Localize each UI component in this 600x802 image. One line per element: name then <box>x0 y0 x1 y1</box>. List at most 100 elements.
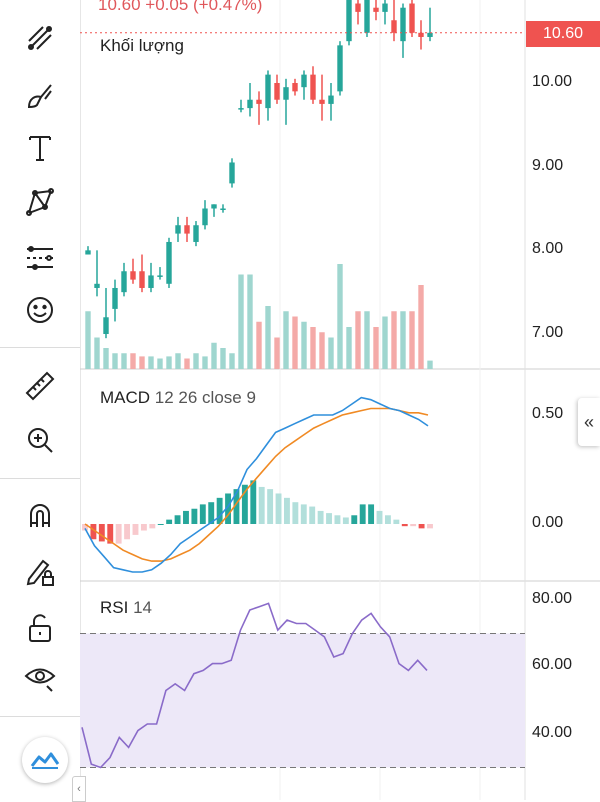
price-axis-label: 9.00 <box>532 157 564 174</box>
macd-histogram-bar <box>342 517 349 524</box>
candle-body <box>409 3 415 33</box>
macd-histogram-bar <box>309 506 316 524</box>
volume-bar <box>319 332 325 369</box>
volume-bar <box>139 356 145 369</box>
chart-canvas[interactable] <box>80 0 600 800</box>
volume-bar <box>382 316 388 369</box>
candle-body <box>364 0 370 33</box>
volume-bar <box>112 353 118 369</box>
rsi-name: RSI <box>100 598 129 617</box>
app-logo-button[interactable] <box>22 737 68 783</box>
candle-body <box>355 3 361 12</box>
macd-histogram-bar <box>191 508 198 524</box>
candle-body <box>373 7 379 12</box>
candle-body <box>238 108 244 110</box>
text-icon[interactable] <box>20 128 60 168</box>
emoji-icon[interactable] <box>20 290 60 330</box>
candle-body <box>256 99 262 104</box>
candle-body <box>274 83 280 100</box>
candle-body <box>139 271 145 288</box>
macd-histogram-bar <box>107 524 114 544</box>
rsi-params: 14 <box>133 598 152 617</box>
macd-legend: MACD 12 26 close 9 <box>100 388 256 408</box>
candle-body <box>85 250 91 255</box>
volume-bar <box>247 274 253 369</box>
candle-body <box>292 83 298 92</box>
macd-histogram-bar <box>149 524 156 529</box>
candle-body <box>427 32 433 37</box>
macd-axis-label: 0.50 <box>532 405 564 422</box>
ruler-icon[interactable] <box>20 366 60 406</box>
volume-bar <box>211 342 217 369</box>
macd-histogram-bar <box>292 502 299 524</box>
macd-line <box>84 396 429 573</box>
volume-bar <box>301 321 307 369</box>
rsi-legend: RSI 14 <box>100 598 152 618</box>
macd-histogram-bar <box>140 524 147 531</box>
chart-area[interactable]: 10.60 +0.05 (+0.47%) Khối lượng 10.60 10… <box>80 0 600 800</box>
toolbar-divider <box>0 478 80 479</box>
volume-bar <box>364 311 370 369</box>
macd-histogram-bar <box>216 497 223 524</box>
macd-histogram-bar <box>208 502 215 524</box>
chevron-left-icon[interactable]: ‹ <box>72 776 86 802</box>
macd-histogram-bar <box>317 510 324 524</box>
volume-bar <box>94 337 100 369</box>
toolbar-divider <box>0 716 80 717</box>
macd-signal-line <box>84 407 429 562</box>
candle-body <box>157 275 163 277</box>
brush-icon[interactable] <box>20 76 60 116</box>
unlock-icon[interactable] <box>20 608 60 648</box>
pattern-icon[interactable] <box>20 182 60 222</box>
rsi-axis-label: 40.00 <box>532 724 573 741</box>
macd-histogram-bar <box>275 493 282 524</box>
volume-bar <box>256 321 262 369</box>
candle-body <box>103 317 109 334</box>
candle-body <box>202 208 208 226</box>
macd-histogram-bar <box>82 524 88 531</box>
candle-body <box>175 225 181 234</box>
macd-histogram-bar <box>427 524 433 529</box>
macd-histogram-bar <box>233 489 240 524</box>
volume-bar <box>265 306 271 369</box>
macd-histogram-bar <box>351 515 358 524</box>
candle-body <box>229 162 235 184</box>
macd-histogram-bar <box>359 504 366 524</box>
macd-params: 12 26 close 9 <box>154 388 256 407</box>
prediction-icon[interactable] <box>20 238 60 278</box>
macd-name: MACD <box>100 388 151 407</box>
candle-body <box>328 95 334 104</box>
rsi-axis-label: 80.00 <box>532 590 573 607</box>
trend-line-tools-icon[interactable] <box>20 18 60 58</box>
macd-histogram-bar <box>401 524 408 527</box>
volume-bar <box>346 327 352 369</box>
volume-bar <box>274 337 280 369</box>
magnet-icon[interactable] <box>20 496 60 536</box>
rsi-line <box>81 602 428 769</box>
volume-bar <box>400 311 406 369</box>
macd-histogram-bar <box>124 524 131 540</box>
volume-bar <box>103 348 109 369</box>
candle-body <box>310 74 316 100</box>
macd-histogram-bar <box>326 513 332 524</box>
volume-bar <box>427 360 433 369</box>
macd-histogram-bar <box>368 504 375 524</box>
macd-histogram-bar <box>410 524 417 527</box>
candle-body <box>382 3 388 12</box>
candle-body <box>148 275 154 288</box>
candle-body <box>301 74 307 88</box>
collapse-panel-button[interactable]: « <box>578 398 600 446</box>
price-axis-label: 7.00 <box>532 324 564 341</box>
volume-bar <box>238 274 244 369</box>
volume-bar <box>355 311 361 369</box>
volume-bar <box>148 356 154 369</box>
macd-histogram-bar <box>115 524 122 544</box>
macd-histogram-bar <box>376 510 383 524</box>
macd-histogram-bar <box>199 504 206 524</box>
eye-icon[interactable] <box>20 656 60 696</box>
volume-bar <box>85 311 91 369</box>
rsi-band <box>80 633 525 768</box>
zoom-in-icon[interactable] <box>20 420 60 460</box>
volume-bar <box>184 358 190 369</box>
lock-drawing-icon[interactable] <box>20 552 60 592</box>
